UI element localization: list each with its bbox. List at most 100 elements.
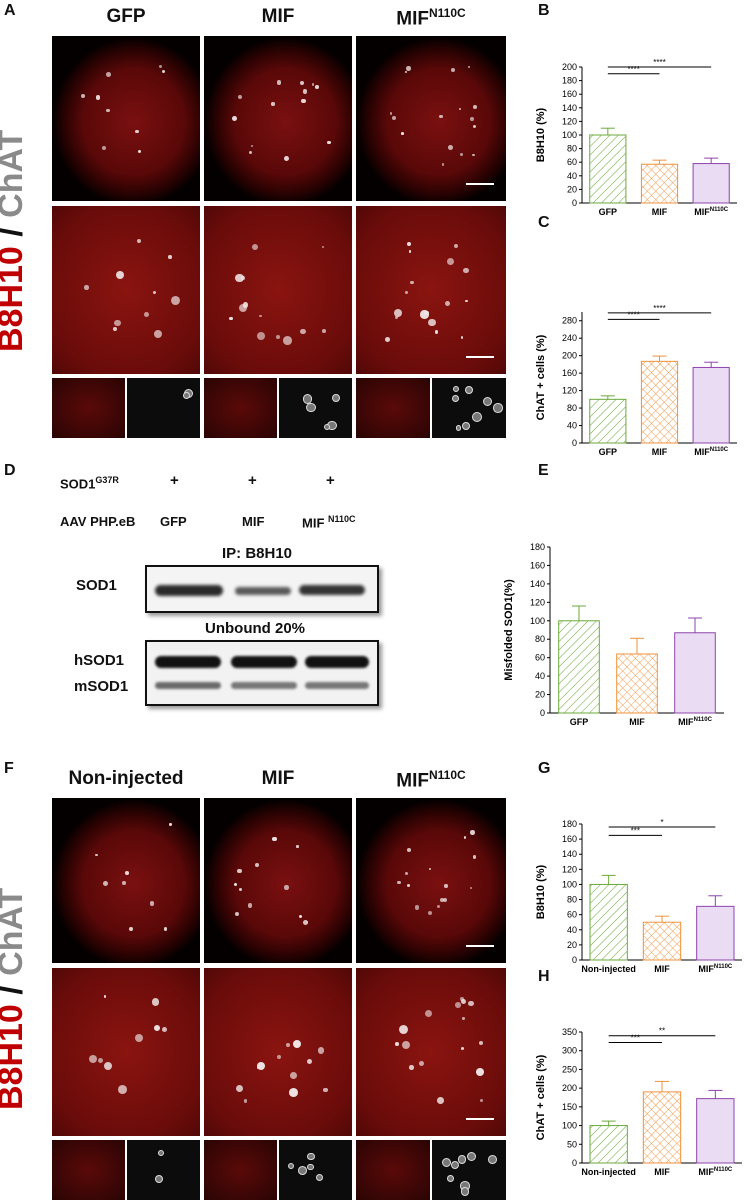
cell-spot [408, 250, 412, 253]
cell-spot [424, 1010, 432, 1018]
y-tick-label: 60 [567, 157, 577, 167]
bar [692, 366, 730, 444]
cell-spot [234, 912, 240, 917]
cell-spot [452, 386, 460, 393]
micrograph [204, 798, 352, 963]
cell-spot [436, 905, 440, 909]
cell-spot [103, 880, 109, 886]
cell-spot [460, 1187, 470, 1196]
micrograph-gray-channel [279, 378, 352, 438]
cell-spot [238, 94, 243, 99]
panel-letter-f: F [4, 760, 14, 777]
cell-spot [407, 847, 412, 852]
aav-label: AAV PHP.eB [60, 514, 136, 529]
chart-e-misfolded: 0 20 40 60 80 100 120 140 160 180 Misfolded SOD1(%… [503, 542, 724, 727]
cell-spot [276, 335, 280, 339]
cell-spot [471, 412, 482, 423]
cell-spot [247, 903, 252, 908]
cell-spot [460, 998, 467, 1005]
significance-label: * [660, 818, 663, 827]
cell-spot [434, 330, 439, 335]
micrograph [356, 798, 506, 963]
cell-spot [462, 1017, 465, 1020]
y-tick-label: 180 [562, 76, 577, 86]
y-tick-label: 120 [562, 386, 577, 396]
cell-spot [298, 915, 302, 919]
y-tick-label: 180 [562, 819, 577, 829]
plus-lane-3: + [326, 472, 335, 489]
y-tick-label: 240 [562, 333, 577, 343]
y-tick-label: 200 [562, 62, 577, 72]
bar [696, 905, 735, 961]
panel-letter-a: A [4, 2, 16, 19]
cell-spot [473, 104, 478, 110]
bar [558, 620, 600, 714]
panel-letter-d: D [4, 462, 16, 479]
micrograph-red-channel [356, 1140, 430, 1200]
significance-label: **** [653, 304, 665, 313]
cell-spot [154, 1024, 161, 1031]
chart-g-b8h10: 0 20 40 60 80 100 120 140 160 180 B8H10 (%) Non-inj… [535, 818, 742, 974]
y-tick-label: 80 [535, 634, 545, 644]
band [235, 587, 291, 595]
y-axis-label: ChAT + cells (%) [535, 1054, 547, 1140]
cell-spot [452, 395, 460, 403]
cell-spot [102, 146, 106, 151]
cell-spot [248, 151, 252, 155]
cell-spot [394, 316, 398, 320]
band [155, 682, 221, 689]
cell-spot [231, 116, 237, 121]
y-tick-label: 160 [530, 560, 545, 570]
cell-spot [243, 1099, 248, 1103]
cell-spot [114, 320, 121, 327]
cell-spot [95, 853, 98, 857]
chart-c-chat: 0 40 80 120 160 200 240 280 ChAT + cells (%) GFP M… [535, 304, 737, 457]
panel-letter-b: B [538, 2, 550, 19]
cell-spot [164, 927, 168, 931]
blot-ip-b8h10 [145, 565, 379, 613]
cell-spot [299, 80, 305, 86]
panel-a-stain-label: B8H10 / ChAT [0, 129, 30, 352]
bar [640, 163, 679, 204]
chart-h-chat: 0 50 100 150 200 250 300 350 ChAT + cells (%) Non… [535, 1027, 742, 1177]
column-header-mif-n110c: MIFN110C [396, 6, 466, 30]
band [305, 656, 369, 668]
column-header-mif: MIF [261, 6, 295, 27]
cell-spot [276, 80, 282, 85]
y-tick-label: 300 [562, 1046, 577, 1056]
x-tick-label: MIF [652, 207, 668, 217]
y-tick-label: 200 [562, 351, 577, 361]
cell-spot [292, 1039, 301, 1049]
blot-unbound [145, 640, 379, 706]
cell-spot [259, 314, 262, 317]
cell-spot [137, 239, 142, 244]
y-tick-label: 160 [562, 834, 577, 844]
column-header-gfp: GFP [106, 6, 146, 27]
scale-bar [466, 1118, 494, 1120]
significance-label: **** [627, 65, 639, 74]
cell-spot [389, 112, 393, 115]
cell-spot [159, 64, 163, 69]
cell-spot [311, 83, 314, 86]
cell-spot [242, 302, 249, 308]
band [299, 585, 365, 595]
cell-spot [300, 328, 307, 335]
y-tick-label: 20 [567, 940, 577, 950]
cell-spot [445, 301, 451, 307]
y-tick-label: 280 [562, 316, 577, 326]
bar [642, 1091, 682, 1164]
cell-spot [424, 310, 429, 316]
bar [692, 163, 730, 204]
cell-spot [322, 328, 327, 333]
bar [674, 632, 716, 714]
y-tick-label: 140 [562, 103, 577, 113]
cell-spot [436, 1097, 444, 1104]
cell-spot [96, 95, 101, 100]
cell-spot [157, 1149, 165, 1157]
y-axis-label: B8H10 (%) [535, 107, 547, 162]
y-tick-label: 120 [530, 597, 545, 607]
micrograph-red-channel [52, 1140, 125, 1200]
cell-spot [479, 1041, 484, 1046]
cell-spot [288, 1088, 298, 1098]
cell-spot [429, 867, 432, 870]
